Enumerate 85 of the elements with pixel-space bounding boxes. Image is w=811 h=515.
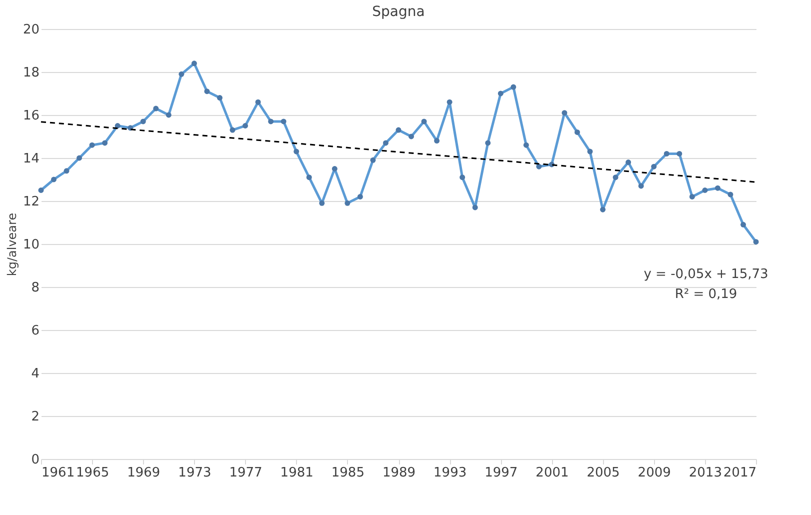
- point: [51, 176, 57, 182]
- point: [178, 71, 184, 77]
- point: [562, 110, 568, 116]
- point: [460, 174, 466, 180]
- point: [153, 106, 159, 112]
- point: [740, 222, 746, 228]
- point: [421, 118, 427, 124]
- point: [587, 148, 593, 154]
- point: [344, 200, 350, 206]
- point: [702, 188, 708, 193]
- chart-title: Spagna: [372, 4, 425, 20]
- x-tick-label: 1985: [331, 466, 364, 480]
- x-tick-label: 2017: [723, 466, 756, 480]
- x-tick-label: 2013: [688, 466, 722, 480]
- point: [485, 140, 491, 146]
- y-tick-label: 8: [31, 280, 40, 296]
- point: [166, 112, 172, 118]
- point: [664, 150, 670, 156]
- point: [76, 155, 82, 161]
- point: [255, 99, 261, 105]
- y-tick-label: 0: [31, 452, 40, 468]
- point: [64, 168, 70, 174]
- y-tick-label: 10: [22, 238, 40, 252]
- point: [714, 185, 720, 191]
- point: [332, 166, 338, 172]
- point: [446, 99, 452, 105]
- x-tick-label: 2005: [586, 466, 620, 480]
- point: [89, 142, 95, 148]
- point: [536, 164, 542, 170]
- x-tick-label: 1973: [178, 466, 212, 480]
- point: [319, 200, 325, 206]
- point: [268, 118, 274, 124]
- y-tick-label: 2: [31, 410, 40, 424]
- x-tick-label: 2009: [638, 466, 671, 480]
- point: [230, 127, 236, 133]
- y-axis-title: kg/alveare: [4, 212, 19, 276]
- point: [102, 140, 108, 146]
- x-tick-label: 1997: [484, 466, 518, 480]
- point: [434, 138, 440, 144]
- point: [396, 127, 402, 133]
- x-tick-label: 1981: [280, 466, 314, 480]
- annotation: R² = 0,19: [674, 287, 738, 302]
- x-tick-label: 1989: [382, 466, 416, 480]
- point: [600, 206, 606, 212]
- y-tick-label: 18: [22, 66, 40, 80]
- point: [408, 134, 414, 140]
- point: [728, 192, 734, 198]
- y-tick-label: 14: [22, 152, 40, 166]
- point: [510, 84, 516, 90]
- point: [651, 164, 657, 170]
- point: [140, 118, 146, 124]
- point: [523, 142, 529, 148]
- point: [294, 148, 300, 154]
- x-tick-label: 1977: [229, 466, 262, 480]
- annotation: y = -0,05x + 15,73: [644, 267, 768, 282]
- point: [472, 204, 478, 210]
- point: [753, 239, 759, 245]
- point: [498, 90, 504, 96]
- x-tick-label: 1961: [42, 466, 75, 480]
- y-tick-label: 16: [22, 108, 40, 124]
- point: [306, 174, 312, 180]
- point: [204, 88, 210, 94]
- point: [357, 194, 363, 200]
- point: [217, 95, 222, 101]
- y-tick-label: 6: [31, 324, 40, 338]
- point: [638, 183, 644, 189]
- x-tick-label: 1965: [76, 466, 110, 480]
- point: [626, 160, 632, 166]
- y-tick-label: 4: [31, 366, 40, 382]
- y-tick-label: 20: [22, 22, 40, 38]
- point: [382, 140, 388, 146]
- point: [574, 129, 580, 135]
- point: [370, 157, 376, 163]
- point: [242, 123, 248, 128]
- point: [38, 188, 44, 193]
- point: [689, 194, 695, 200]
- x-tick-label: 2001: [536, 466, 569, 480]
- y-tick-label: 12: [22, 194, 40, 210]
- x-tick-label: 1993: [434, 466, 467, 480]
- x-tick-label: 1969: [127, 466, 160, 480]
- point: [191, 60, 197, 66]
- point: [612, 174, 618, 180]
- point: [114, 123, 120, 128]
- point: [676, 150, 682, 156]
- point: [280, 118, 286, 124]
